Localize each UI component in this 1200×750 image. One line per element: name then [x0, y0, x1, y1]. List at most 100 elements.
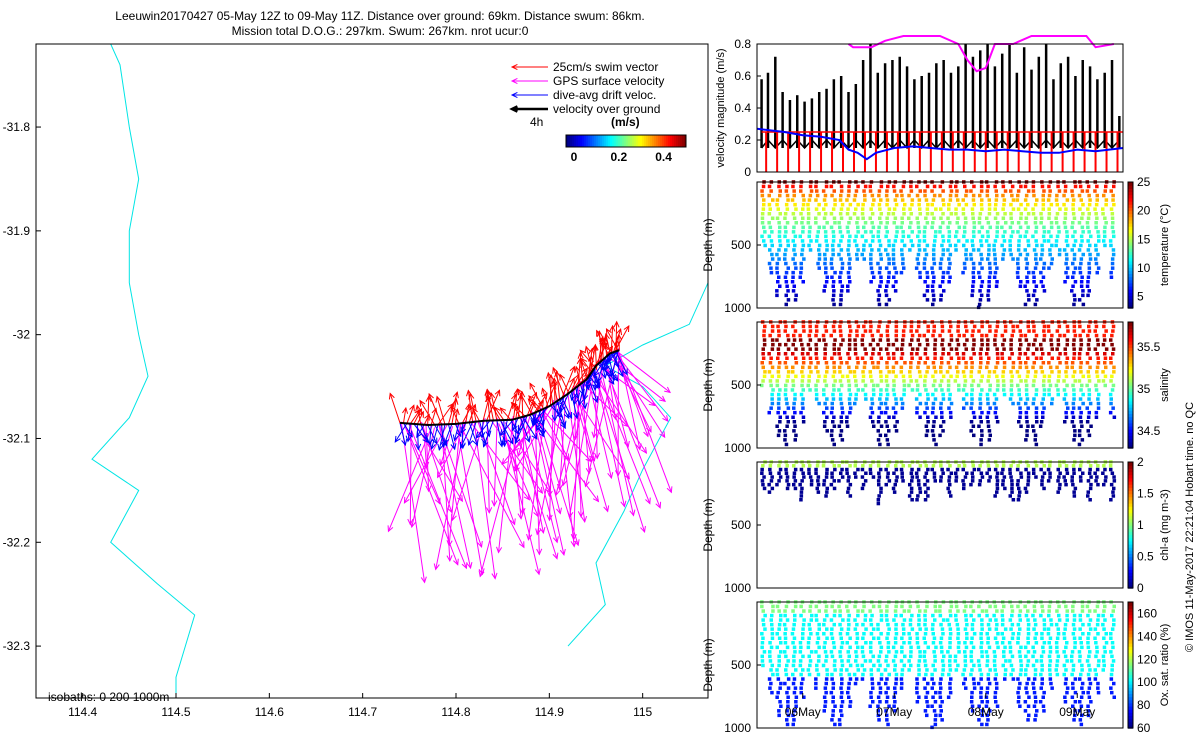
temperature-sample: [1063, 280, 1067, 284]
temperature-sample: [785, 221, 790, 225]
temperature-sample: [785, 193, 790, 198]
salinity-sample: [1042, 406, 1046, 410]
gps-velocity-vector: [446, 423, 461, 547]
oxygen-sample: [761, 663, 765, 668]
oxygen-sample: [869, 632, 874, 636]
salinity-sample: [832, 329, 837, 333]
salinity-sample: [838, 397, 843, 401]
oxygen-sample: [939, 622, 943, 627]
salinity-sample: [1095, 338, 1100, 342]
gps-velocity-vector: [387, 425, 433, 533]
oxygen-sample: [884, 654, 889, 659]
salinity-sample: [1070, 361, 1075, 365]
salinity-sample: [940, 361, 944, 365]
chl-a-sample: [916, 467, 921, 472]
salinity-sample: [878, 442, 882, 447]
temperature-sample: [847, 189, 851, 193]
temperature-sample: [783, 252, 787, 257]
temperature-sample: [1104, 184, 1108, 189]
temperature-sample: [1042, 225, 1046, 230]
oxygen-sample: [970, 622, 975, 627]
salinity-sample: [1066, 406, 1070, 410]
oxygen-sample: [908, 636, 912, 640]
salinity-sample: [783, 361, 788, 365]
salinity-sample: [1056, 392, 1060, 397]
oxygen-sample: [783, 650, 787, 654]
salinity-sample: [949, 324, 953, 329]
chl-a-sample: [954, 471, 958, 475]
chl-a-sample: [1056, 479, 1060, 483]
salinity-sample: [1025, 374, 1030, 379]
gps-velocity-vector: [618, 352, 671, 394]
oxygen-sample: [869, 668, 873, 672]
temperature-sample: [1087, 266, 1092, 270]
temperature-sample: [784, 293, 788, 298]
chl-a-sample: [1016, 464, 1020, 468]
oxygen-sample: [1110, 663, 1114, 668]
salinity-sample: [987, 438, 992, 442]
temperature-sample: [930, 284, 935, 288]
temperature-sample: [831, 298, 835, 302]
temperature-sample: [953, 243, 958, 248]
chl-a-sample: [884, 467, 888, 472]
salinity-sample: [985, 415, 990, 419]
oxygen-sample: [822, 632, 826, 636]
velocity-tick-label: 0.2: [734, 133, 751, 147]
temperature-sample: [1109, 270, 1113, 275]
temperature-sample: [1109, 207, 1114, 211]
oxygen-sample: [810, 613, 814, 618]
salinity-sample: [761, 379, 765, 383]
chl-a-sample: [848, 464, 852, 468]
oxygen-sample: [894, 632, 899, 636]
temperature-sample: [988, 225, 992, 230]
temperature-sample: [877, 225, 881, 230]
oxygen-sample: [1103, 604, 1107, 609]
chl-a-sample: [901, 479, 905, 483]
temperature-sample: [1041, 275, 1046, 279]
chl-a-sample: [892, 490, 897, 494]
temperature-sample: [993, 216, 998, 220]
swim-vector: [486, 389, 501, 421]
salinity-sample: [1095, 370, 1099, 374]
oxygen-sample: [822, 622, 826, 627]
chl-a-sample: [785, 486, 790, 491]
salinity-sample: [970, 388, 974, 392]
oxygen-sample: [1033, 672, 1038, 677]
chl-a-sample: [800, 486, 804, 491]
map-x-tick-label: 115: [633, 705, 652, 719]
temperature-sample: [922, 293, 927, 298]
salinity-sample: [1079, 370, 1083, 374]
salinity-sample: [886, 338, 890, 342]
oxygen-sample: [957, 641, 961, 645]
salinity-sample: [885, 397, 889, 401]
salinity-sample: [809, 370, 813, 374]
oxygen-sample: [969, 650, 974, 654]
salinity-sample: [1038, 424, 1043, 428]
oxygen-sample: [825, 636, 829, 640]
temperature-sample: [947, 257, 951, 261]
oxygen-sample: [833, 609, 837, 613]
gps-velocity-vector: [501, 407, 548, 466]
temperature-sample: [893, 198, 898, 202]
oxygen-sample: [879, 632, 883, 636]
oxygen-sample: [970, 627, 975, 631]
chl-a-sample: [1110, 471, 1115, 475]
chl-a-sample: [1088, 498, 1092, 502]
temperature-sample: [1087, 261, 1091, 266]
oxygen-sample: [962, 609, 967, 613]
chl-a-sample: [916, 494, 920, 498]
salinity-sample: [939, 365, 943, 370]
salinity-sample: [1112, 370, 1116, 374]
oxygen-sample: [801, 632, 805, 636]
chl-a-sample: [947, 490, 952, 494]
temperature-sample: [762, 225, 766, 230]
speed-colorbar-tick: 0: [571, 150, 578, 164]
temperature-sample: [932, 193, 937, 198]
oxygen-sample: [932, 681, 936, 686]
salinity-sample: [925, 429, 930, 433]
oxygen-sample: [840, 690, 844, 695]
salinity-sample: [979, 379, 983, 383]
temperature-sample: [1017, 239, 1021, 243]
chl-a-sample: [799, 498, 803, 502]
temperature-sample: [1086, 207, 1090, 211]
